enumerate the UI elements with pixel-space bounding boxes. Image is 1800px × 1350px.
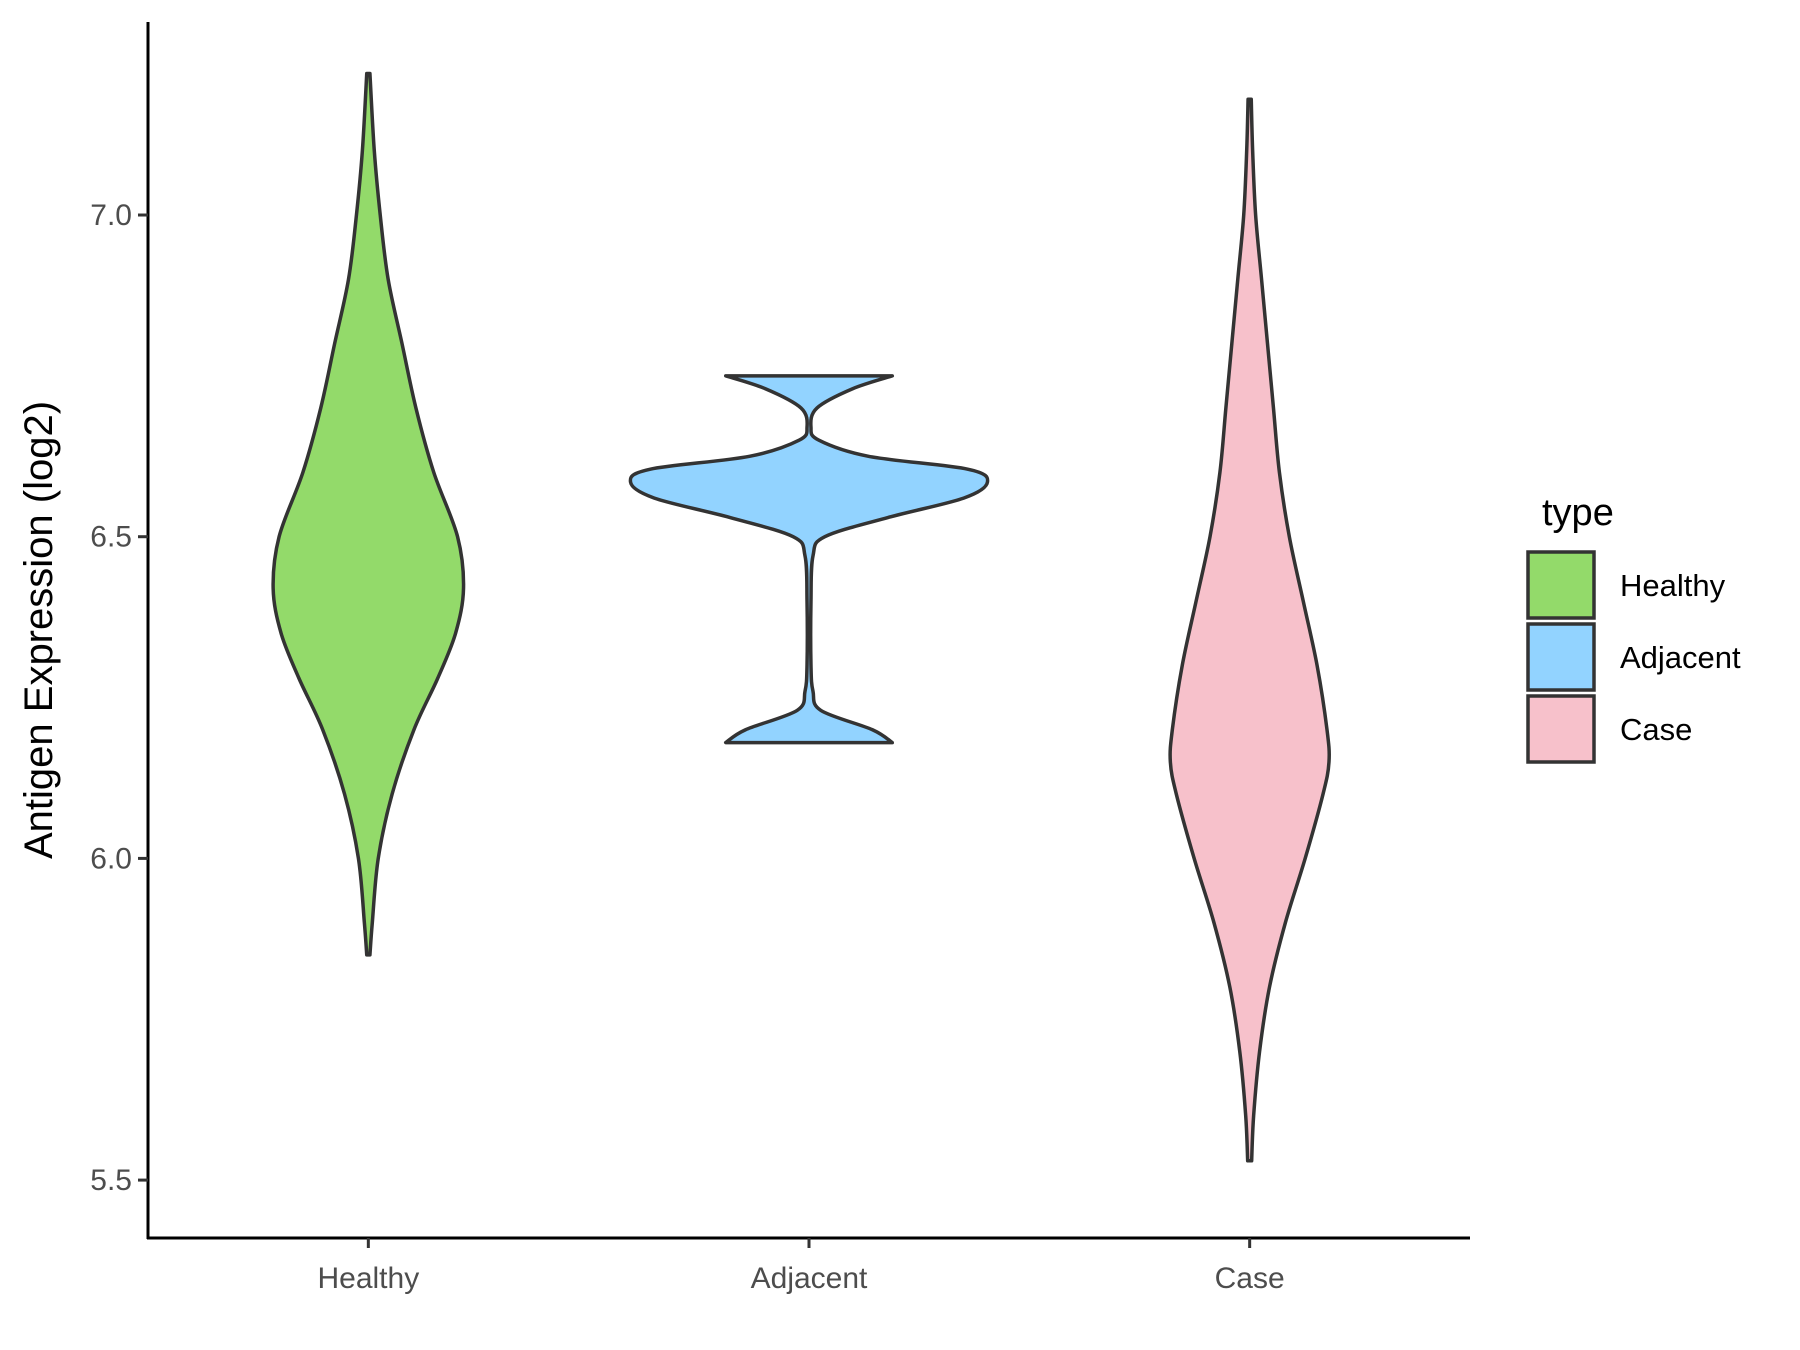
violin-healthy [271, 71, 466, 957]
y-tick-label: 6.0 [90, 842, 132, 875]
x-ticks: Healthy Adjacent Case [317, 1238, 1285, 1295]
legend-key-healthy [1526, 550, 1596, 620]
legend-label-healthy: Healthy [1620, 568, 1726, 603]
legend-title: type [1542, 492, 1614, 534]
y-tick-label: 6.5 [90, 521, 132, 554]
legend-key-adjacent [1526, 622, 1596, 692]
legend-label-case: Case [1620, 712, 1692, 747]
x-tick-label: Adjacent [751, 1262, 868, 1295]
y-tick-label: 5.5 [90, 1164, 132, 1197]
x-tick-label: Case [1215, 1262, 1285, 1295]
legend-label-adjacent: Adjacent [1620, 640, 1741, 675]
violin-case [1168, 97, 1331, 1163]
x-tick-label: Healthy [317, 1262, 419, 1295]
violin-adjacent [628, 374, 990, 745]
axes: 5.5 6.0 6.5 7.0 Healthy Adjacent Case [90, 22, 1470, 1295]
legend-key-case [1526, 694, 1596, 764]
legend: type Healthy Adjacent Case [1526, 492, 1741, 764]
violin-layer [271, 71, 1331, 1163]
y-axis-title: Antigen Expression (log2) [17, 401, 61, 859]
y-tick-label: 7.0 [90, 199, 132, 232]
y-ticks: 5.5 6.0 6.5 7.0 [90, 199, 148, 1197]
